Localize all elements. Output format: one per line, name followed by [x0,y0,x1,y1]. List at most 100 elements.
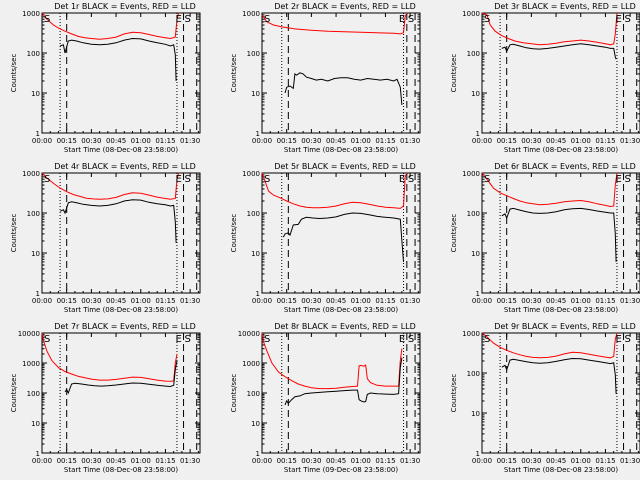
x-tick-label: 01:00 [571,297,591,305]
x-tick-label: 01:15 [375,297,395,305]
y-tick-label: 100 [27,50,40,58]
x-tick-label: 01:30 [400,457,420,465]
y-tick-label: 10 [471,250,480,258]
x-tick-label: 01:00 [351,457,371,465]
x-tick-label: 00:15 [277,457,297,465]
chart-title: Det 5r BLACK = Events, RED = LLD [274,162,416,171]
chart-panel-1: Det 1r BLACK = Events, RED = LLD 1 10 100 10… [10,2,201,154]
start-marker-label: S [484,14,490,25]
y-tick-label: 1 [476,450,480,458]
events-series-line [501,357,617,394]
x-tick-label: 01:15 [155,457,175,465]
lld-series-line [481,12,618,46]
lld-series-line [41,172,180,200]
x-tick-label: 01:00 [131,457,151,465]
start-marker-label: S [44,14,50,25]
lld-series-line [481,172,618,208]
x-tick-label: 00:00 [32,457,52,465]
start-marker-label: S [625,334,631,345]
x-tick-label: 01:30 [180,297,200,305]
x-axis-label: Start Time (08-Dec-08 23:58:00) [284,306,398,314]
x-axis-label: Start Time (08-Dec-08 23:58:00) [504,306,618,314]
y-tick-label: 1000 [462,170,480,178]
y-tick-label: 10 [471,410,480,418]
y-tick-label: 10 [31,250,40,258]
y-tick-label: 10 [471,90,480,98]
lld-series-line [41,332,178,382]
events-series-line [59,37,177,82]
y-tick-label: 10000 [238,330,260,338]
x-tick-label: 01:30 [620,297,640,305]
plot-frame [481,172,640,294]
lld-series-line [41,12,180,40]
y-tick-label: 10000 [18,330,40,338]
chart-title: Det 1r BLACK = Events, RED = LLD [54,2,196,11]
x-tick-label: 00:15 [277,137,297,145]
x-tick-label: 00:00 [472,297,492,305]
start-marker-label: S [625,14,631,25]
chart-title: Det 7r BLACK = Events, RED = LLD [54,322,196,331]
x-tick-label: 00:00 [472,137,492,145]
y-tick-label: 100 [27,210,40,218]
y-tick-label: 100 [247,210,260,218]
x-tick-label: 00:30 [301,457,321,465]
x-tick-label: 01:00 [571,457,591,465]
x-tick-label: 00:30 [521,137,541,145]
x-tick-label: 01:30 [400,137,420,145]
x-tick-label: 01:15 [155,297,175,305]
chart-title: Det 8r BLACK = Events, RED = LLD [274,322,416,331]
y-axis-label: Counts/sec [10,214,18,253]
x-tick-label: 00:45 [106,137,126,145]
x-tick-label: 00:45 [106,297,126,305]
x-tick-label: 00:30 [301,297,321,305]
x-tick-label: 01:30 [180,137,200,145]
lld-series-line [481,332,618,359]
y-tick-label: 1 [256,290,260,298]
plot-frame [481,12,640,134]
x-tick-label: 00:15 [57,297,77,305]
y-axis-label: Counts/sec [230,214,238,253]
x-tick-label: 01:00 [131,297,151,305]
x-tick-label: 00:00 [472,457,492,465]
end-marker-label: E [399,14,405,25]
x-tick-label: 01:15 [375,137,395,145]
y-tick-label: 1 [256,450,260,458]
y-tick-label: 100 [467,50,480,58]
x-tick-label: 00:30 [81,137,101,145]
plot-frame [261,172,421,294]
events-series-line [501,207,617,262]
events-series-line [284,72,403,106]
x-tick-label: 01:15 [595,457,615,465]
x-tick-label: 01:00 [571,137,591,145]
end-marker-label: E [616,334,622,345]
x-tick-label: 00:00 [252,137,272,145]
y-tick-label: 1000 [22,360,40,368]
chart-panel-8: Det 8r BLACK = Events, RED = LLD 1 10 100 10… [230,322,421,474]
y-tick-label: 1 [256,130,260,138]
start-marker-label: S [185,174,191,185]
x-axis-label: Start Time (08-Dec-08 23:58:00) [64,306,178,314]
x-tick-label: 00:30 [81,457,101,465]
chart-panel-3: Det 3r BLACK = Events, RED = LLD 1 10 100 10… [450,2,640,154]
events-series-line [284,357,403,406]
x-tick-label: 00:15 [497,457,517,465]
x-tick-label: 01:30 [620,137,640,145]
x-axis-label: Start Time (08-Dec-08 23:58:00) [64,466,178,474]
x-tick-label: 00:30 [521,297,541,305]
y-tick-label: 1000 [22,170,40,178]
x-tick-label: 00:15 [277,297,297,305]
y-tick-label: 1000 [462,10,480,18]
plot-frame [261,332,421,454]
y-tick-label: 1 [476,290,480,298]
start-marker-label: S [185,14,191,25]
x-tick-label: 00:45 [106,457,126,465]
x-tick-label: 01:30 [180,457,200,465]
y-tick-label: 10 [251,90,260,98]
x-tick-label: 00:45 [326,297,346,305]
start-marker-label: S [264,174,270,185]
x-tick-label: 00:00 [32,297,52,305]
x-tick-label: 00:30 [521,457,541,465]
end-marker-label: E [176,174,182,185]
start-marker-label: S [185,334,191,345]
